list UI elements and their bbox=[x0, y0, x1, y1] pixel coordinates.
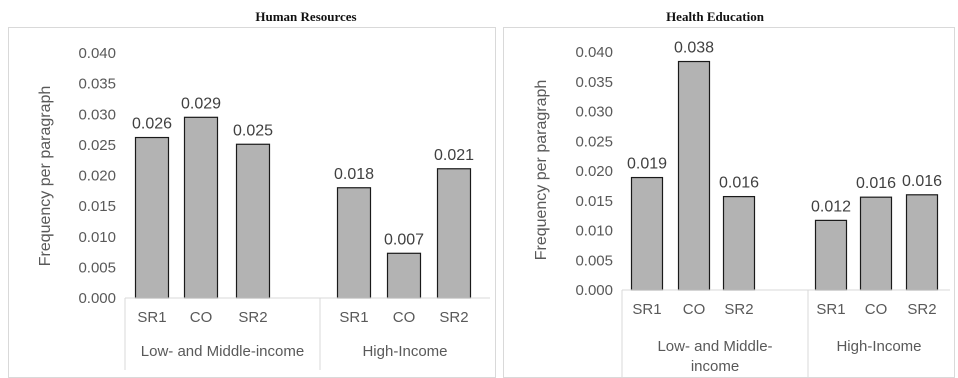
human-resources-bar bbox=[235, 143, 271, 299]
human-resources-group-label: High-Income bbox=[362, 343, 447, 360]
health-education-y-tick-label: 0.005 bbox=[575, 252, 613, 269]
human-resources-y-tick-label: 0.000 bbox=[78, 290, 116, 307]
human-resources-category-label: CO bbox=[393, 309, 416, 326]
health-education-y-tick-label: 0.000 bbox=[575, 282, 613, 299]
human-resources-group-label: Low- and Middle-income bbox=[141, 343, 304, 360]
human-resources-y-tick-label: 0.015 bbox=[78, 198, 116, 215]
health-education-category-label: SR1 bbox=[632, 301, 661, 318]
health-education-y-tick-label: 0.015 bbox=[575, 193, 613, 210]
human-resources-bar bbox=[336, 187, 372, 299]
health-education-bar bbox=[905, 194, 939, 291]
health-education-group-label: Low- and Middle-income bbox=[657, 338, 772, 375]
health-education-y-tick-label: 0.020 bbox=[575, 163, 613, 180]
health-education-category-label: SR2 bbox=[724, 301, 753, 318]
health-education-bar bbox=[814, 219, 848, 291]
health-education-data-label: 0.019 bbox=[627, 156, 667, 173]
health-education-data-label: 0.012 bbox=[811, 198, 851, 215]
health-education-y-tick-label: 0.030 bbox=[575, 104, 613, 121]
human-resources-bar bbox=[436, 168, 472, 299]
health-education-y-axis-label: Frequency per paragraph bbox=[533, 80, 550, 261]
human-resources-y-tick-label: 0.025 bbox=[78, 137, 116, 154]
human-resources-category-label: CO bbox=[190, 309, 213, 326]
health-education-category-label: CO bbox=[865, 301, 888, 318]
human-resources-data-label: 0.026 bbox=[132, 116, 172, 133]
health-education-y-tick-label: 0.040 bbox=[575, 44, 613, 61]
human-resources-category-label: SR1 bbox=[137, 309, 166, 326]
human-resources-y-tick-label: 0.040 bbox=[78, 45, 116, 62]
chart-title-health-education: Health Education bbox=[666, 9, 764, 24]
human-resources-bar bbox=[386, 252, 422, 299]
human-resources-bar bbox=[134, 136, 170, 299]
human-resources-category-label: SR2 bbox=[238, 309, 267, 326]
human-resources-data-label: 0.007 bbox=[384, 231, 424, 248]
health-education-y-tick-label: 0.010 bbox=[575, 223, 613, 240]
health-education-y-tick-label: 0.035 bbox=[575, 74, 613, 91]
human-resources-y-tick-label: 0.030 bbox=[78, 106, 116, 123]
human-resources-y-tick-label: 0.005 bbox=[78, 259, 116, 276]
human-resources-y-tick-label: 0.020 bbox=[78, 168, 116, 185]
health-education-bar bbox=[859, 196, 893, 291]
health-education-group-label: High-Income bbox=[836, 338, 921, 355]
human-resources-y-tick-label: 0.035 bbox=[78, 76, 116, 93]
health-education-bar bbox=[630, 176, 664, 291]
health-education-data-label: 0.016 bbox=[902, 173, 942, 190]
health-education-data-label: 0.038 bbox=[674, 40, 714, 57]
health-education-category-label: SR2 bbox=[907, 301, 936, 318]
human-resources-data-label: 0.029 bbox=[181, 95, 221, 112]
health-education-category-label: SR1 bbox=[816, 301, 845, 318]
health-education-bar bbox=[722, 195, 756, 291]
human-resources-y-tick-label: 0.010 bbox=[78, 229, 116, 246]
health-education-bar bbox=[677, 60, 711, 291]
human-resources-category-label: SR2 bbox=[439, 309, 468, 326]
human-resources-data-label: 0.025 bbox=[233, 122, 273, 139]
human-resources-bar bbox=[183, 116, 219, 299]
health-education-data-label: 0.016 bbox=[719, 175, 759, 192]
human-resources-category-label: SR1 bbox=[339, 309, 368, 326]
human-resources-data-label: 0.018 bbox=[334, 166, 374, 183]
human-resources-data-label: 0.021 bbox=[434, 147, 474, 164]
chart-title-human-resources: Human Resources bbox=[255, 9, 357, 24]
health-education-data-label: 0.016 bbox=[856, 175, 896, 192]
health-education-y-tick-label: 0.025 bbox=[575, 133, 613, 150]
human-resources-y-axis-label: Frequency per paragraph bbox=[37, 86, 54, 267]
health-education-category-label: CO bbox=[683, 301, 706, 318]
